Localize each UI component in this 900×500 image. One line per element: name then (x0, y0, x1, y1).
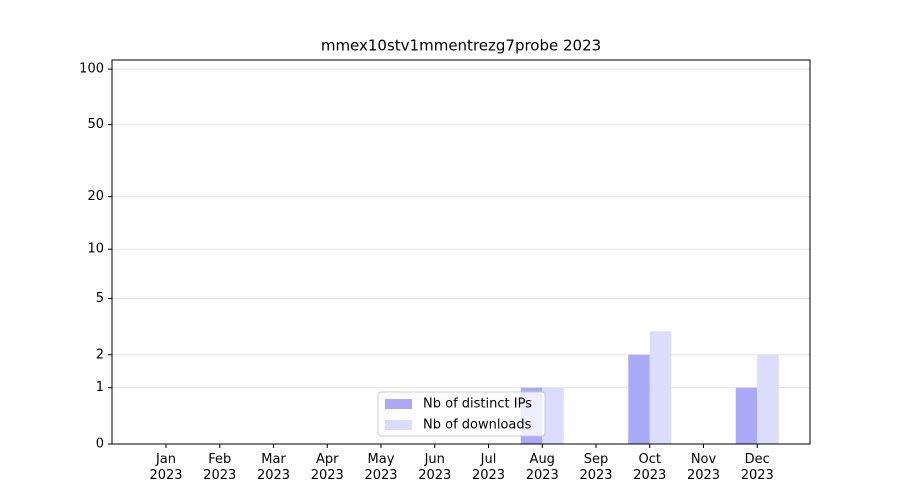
bar (649, 331, 672, 444)
x-tick-label: Aug 2023 (525, 452, 559, 483)
x-tick-label: Oct 2023 (633, 452, 667, 483)
x-tick-label: Feb 2023 (203, 452, 237, 483)
legend-label: Nb of distinct IPs (423, 397, 532, 412)
x-tick-label: May 2023 (364, 452, 398, 483)
chart-title: mmex10stv1mmentrezg7probe 2023 (321, 37, 601, 55)
plot-frame (111, 59, 811, 445)
legend-box (377, 391, 546, 437)
x-tick-label: Jan 2023 (149, 452, 183, 483)
x-tick-label: Mar 2023 (256, 452, 291, 483)
x-tick-label: Jul 2023 (471, 452, 506, 483)
y-tick-label: 50 (87, 117, 104, 132)
x-tick-label: Nov 2023 (686, 452, 721, 483)
y-tick-label: 20 (87, 189, 104, 204)
legend-swatch (385, 420, 412, 430)
bar (542, 387, 564, 444)
legend-swatch (385, 399, 412, 409)
y-tick-label: 5 (96, 291, 104, 306)
bar (735, 387, 758, 444)
x-tick-label: Sep 2023 (579, 452, 613, 483)
x-tick-label: Jun 2023 (418, 452, 452, 483)
bar (757, 354, 779, 444)
y-tick-label: 1 (96, 380, 104, 395)
y-tick-label: 2 (96, 347, 104, 362)
x-tick-label: Apr 2023 (310, 452, 344, 483)
y-tick-label: 10 (87, 242, 104, 257)
x-tick-label: Dec 2023 (740, 452, 774, 483)
y-tick-label: 100 (79, 62, 104, 77)
legend-label: Nb of downloads (423, 418, 532, 433)
bar (628, 354, 650, 444)
y-tick-label: 0 (96, 437, 104, 452)
